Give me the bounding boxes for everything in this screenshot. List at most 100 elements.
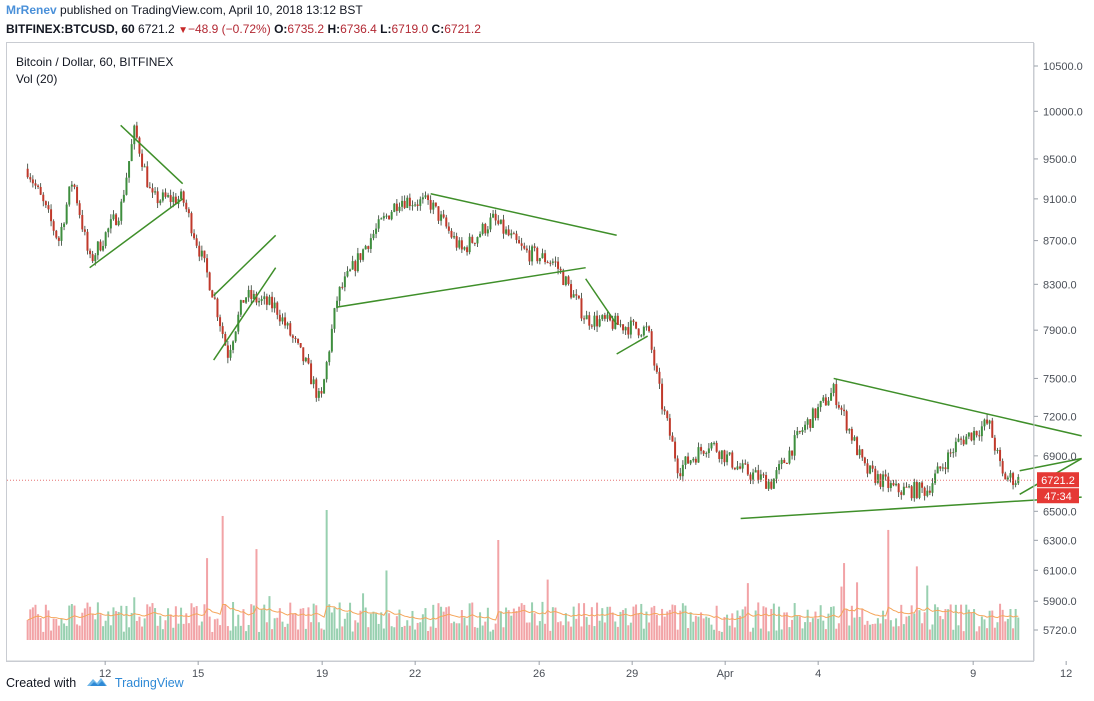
- volume-bar: [554, 607, 557, 640]
- trendlines[interactable]: [89, 124, 1083, 520]
- tradingview-brand-link[interactable]: TradingView: [114, 676, 184, 690]
- volume-bar: [351, 631, 354, 640]
- candle-body: [845, 411, 848, 431]
- candle-down: [648, 325, 651, 333]
- volume-bar: [460, 610, 463, 640]
- price-axis[interactable]: 10500.0 10000.0 9500.0 9100.0 8700.0 8300.0 79…: [1033, 43, 1083, 661]
- volume-bar: [869, 624, 872, 640]
- trendline[interactable]: [89, 198, 184, 269]
- candle-body: [141, 153, 144, 167]
- candle-body: [26, 168, 29, 178]
- time-axis[interactable]: 12 15 19 22 26 29 Apr 4 9 12: [7, 660, 1072, 680]
- volume-bar: [754, 610, 757, 640]
- candle-up: [102, 240, 105, 252]
- candle-down: [679, 467, 682, 480]
- volume-bar: [466, 625, 469, 640]
- candle-up: [882, 470, 885, 492]
- candle-body: [637, 328, 640, 336]
- price-tick-label: 6100.0: [1043, 565, 1077, 577]
- candle-up: [741, 459, 744, 473]
- candle-up: [796, 426, 799, 439]
- last-price-tag-text: 6721.2: [1041, 475, 1075, 487]
- volume-bar: [356, 622, 359, 640]
- candle-down: [749, 472, 752, 485]
- volume-bar: [427, 630, 430, 640]
- candle-up: [926, 485, 929, 498]
- volume-bar: [497, 540, 500, 640]
- candle-body: [655, 365, 658, 372]
- candle-body: [765, 475, 768, 489]
- volume-bar: [967, 609, 970, 640]
- candle-body: [252, 293, 255, 300]
- candle-down: [715, 440, 718, 453]
- candle-body: [744, 463, 747, 465]
- candle-body: [117, 220, 120, 226]
- candle-down: [650, 328, 653, 354]
- candle-down: [567, 275, 570, 286]
- candle-body: [804, 424, 807, 431]
- trendline[interactable]: [740, 496, 1082, 520]
- countdown-tag-bg: [1037, 488, 1079, 504]
- volume-bar: [130, 612, 133, 640]
- trendline[interactable]: [1019, 457, 1082, 472]
- candle-down: [1012, 471, 1015, 490]
- candle-up: [952, 448, 955, 458]
- high-label: H:: [327, 22, 341, 36]
- candle-down: [242, 300, 245, 303]
- trendline[interactable]: [120, 124, 184, 185]
- price-tick-label: 8700.0: [1043, 236, 1077, 248]
- candle-body: [68, 186, 71, 205]
- candle-up: [122, 189, 125, 203]
- candle-up: [263, 291, 266, 305]
- trendline[interactable]: [213, 267, 277, 361]
- candle-body: [323, 379, 326, 394]
- candle-body: [70, 184, 73, 187]
- volume-bar: [887, 529, 890, 640]
- candle-up: [707, 443, 710, 458]
- candle-body: [887, 476, 890, 488]
- candle-body: [577, 295, 580, 299]
- candle-body: [546, 262, 549, 264]
- candle-down: [718, 450, 721, 463]
- candle-down: [42, 192, 45, 207]
- symbol-label[interactable]: BITFINEX:BTCUSD, 60: [6, 22, 135, 36]
- candle-down: [271, 291, 274, 313]
- volume-bar: [369, 613, 372, 640]
- candle-body: [195, 238, 198, 246]
- candle-up: [510, 229, 513, 239]
- volume-bar: [55, 618, 58, 640]
- volume-bar: [970, 612, 973, 640]
- candle-body: [260, 299, 263, 301]
- candle-body: [622, 324, 625, 331]
- trendline[interactable]: [585, 278, 618, 325]
- candle-body: [570, 284, 573, 298]
- volume-bar: [936, 607, 939, 640]
- trendline[interactable]: [430, 193, 617, 237]
- candle-up: [692, 457, 695, 463]
- volume-bar: [424, 608, 427, 640]
- candle-up: [273, 297, 276, 313]
- trendline[interactable]: [213, 234, 277, 297]
- tradingview-logo-icon[interactable]: [86, 676, 108, 691]
- candle-down: [739, 462, 742, 470]
- volume-bar: [1004, 621, 1007, 640]
- volume-bar: [793, 603, 796, 640]
- candle-down: [408, 193, 411, 211]
- volume-bar: [848, 625, 851, 640]
- volume-bar: [765, 607, 768, 640]
- volume-bar: [388, 613, 391, 640]
- volume-bar: [198, 625, 201, 640]
- candle-up: [593, 311, 596, 331]
- candle-up: [801, 427, 804, 435]
- trendline[interactable]: [616, 335, 649, 355]
- candle-down: [845, 409, 848, 434]
- volume-bar: [164, 620, 167, 640]
- trendline[interactable]: [337, 266, 586, 308]
- trendline[interactable]: [833, 377, 1082, 437]
- volume-bar: [702, 618, 705, 640]
- candle-up: [754, 467, 757, 473]
- author-link[interactable]: MrRenev: [6, 3, 57, 17]
- time-tick-label: 12: [1060, 668, 1072, 680]
- candle-down: [455, 232, 458, 251]
